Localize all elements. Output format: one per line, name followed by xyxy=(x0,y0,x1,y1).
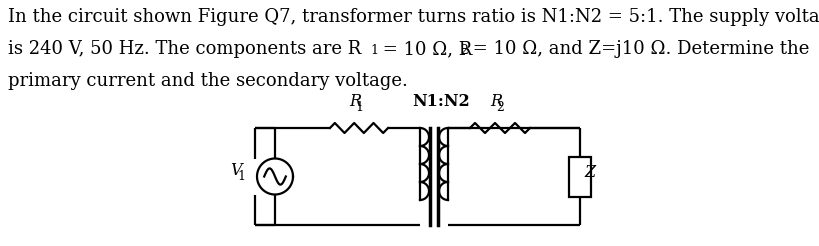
Text: is 240 V, 50 Hz. The components are R: is 240 V, 50 Hz. The components are R xyxy=(8,40,361,58)
Text: In the circuit shown Figure Q7, transformer turns ratio is N1:N2 = 5:1. The supp: In the circuit shown Figure Q7, transfor… xyxy=(8,8,819,26)
Text: = 10 Ω, and Z=j10 Ω. Determine the: = 10 Ω, and Z=j10 Ω. Determine the xyxy=(467,40,808,58)
Bar xyxy=(568,156,590,197)
Text: 1: 1 xyxy=(369,44,378,57)
Text: 1: 1 xyxy=(237,170,245,183)
Text: 2: 2 xyxy=(495,101,503,114)
Text: primary current and the secondary voltage.: primary current and the secondary voltag… xyxy=(8,72,407,90)
Text: R: R xyxy=(349,93,360,110)
Text: Z: Z xyxy=(583,164,595,181)
Text: N1:N2: N1:N2 xyxy=(411,93,469,110)
Text: V: V xyxy=(229,162,242,179)
Text: 1: 1 xyxy=(355,101,363,114)
Text: = 10 Ω, R: = 10 Ω, R xyxy=(377,40,472,58)
Text: 2: 2 xyxy=(459,44,468,57)
Text: R: R xyxy=(490,93,501,110)
